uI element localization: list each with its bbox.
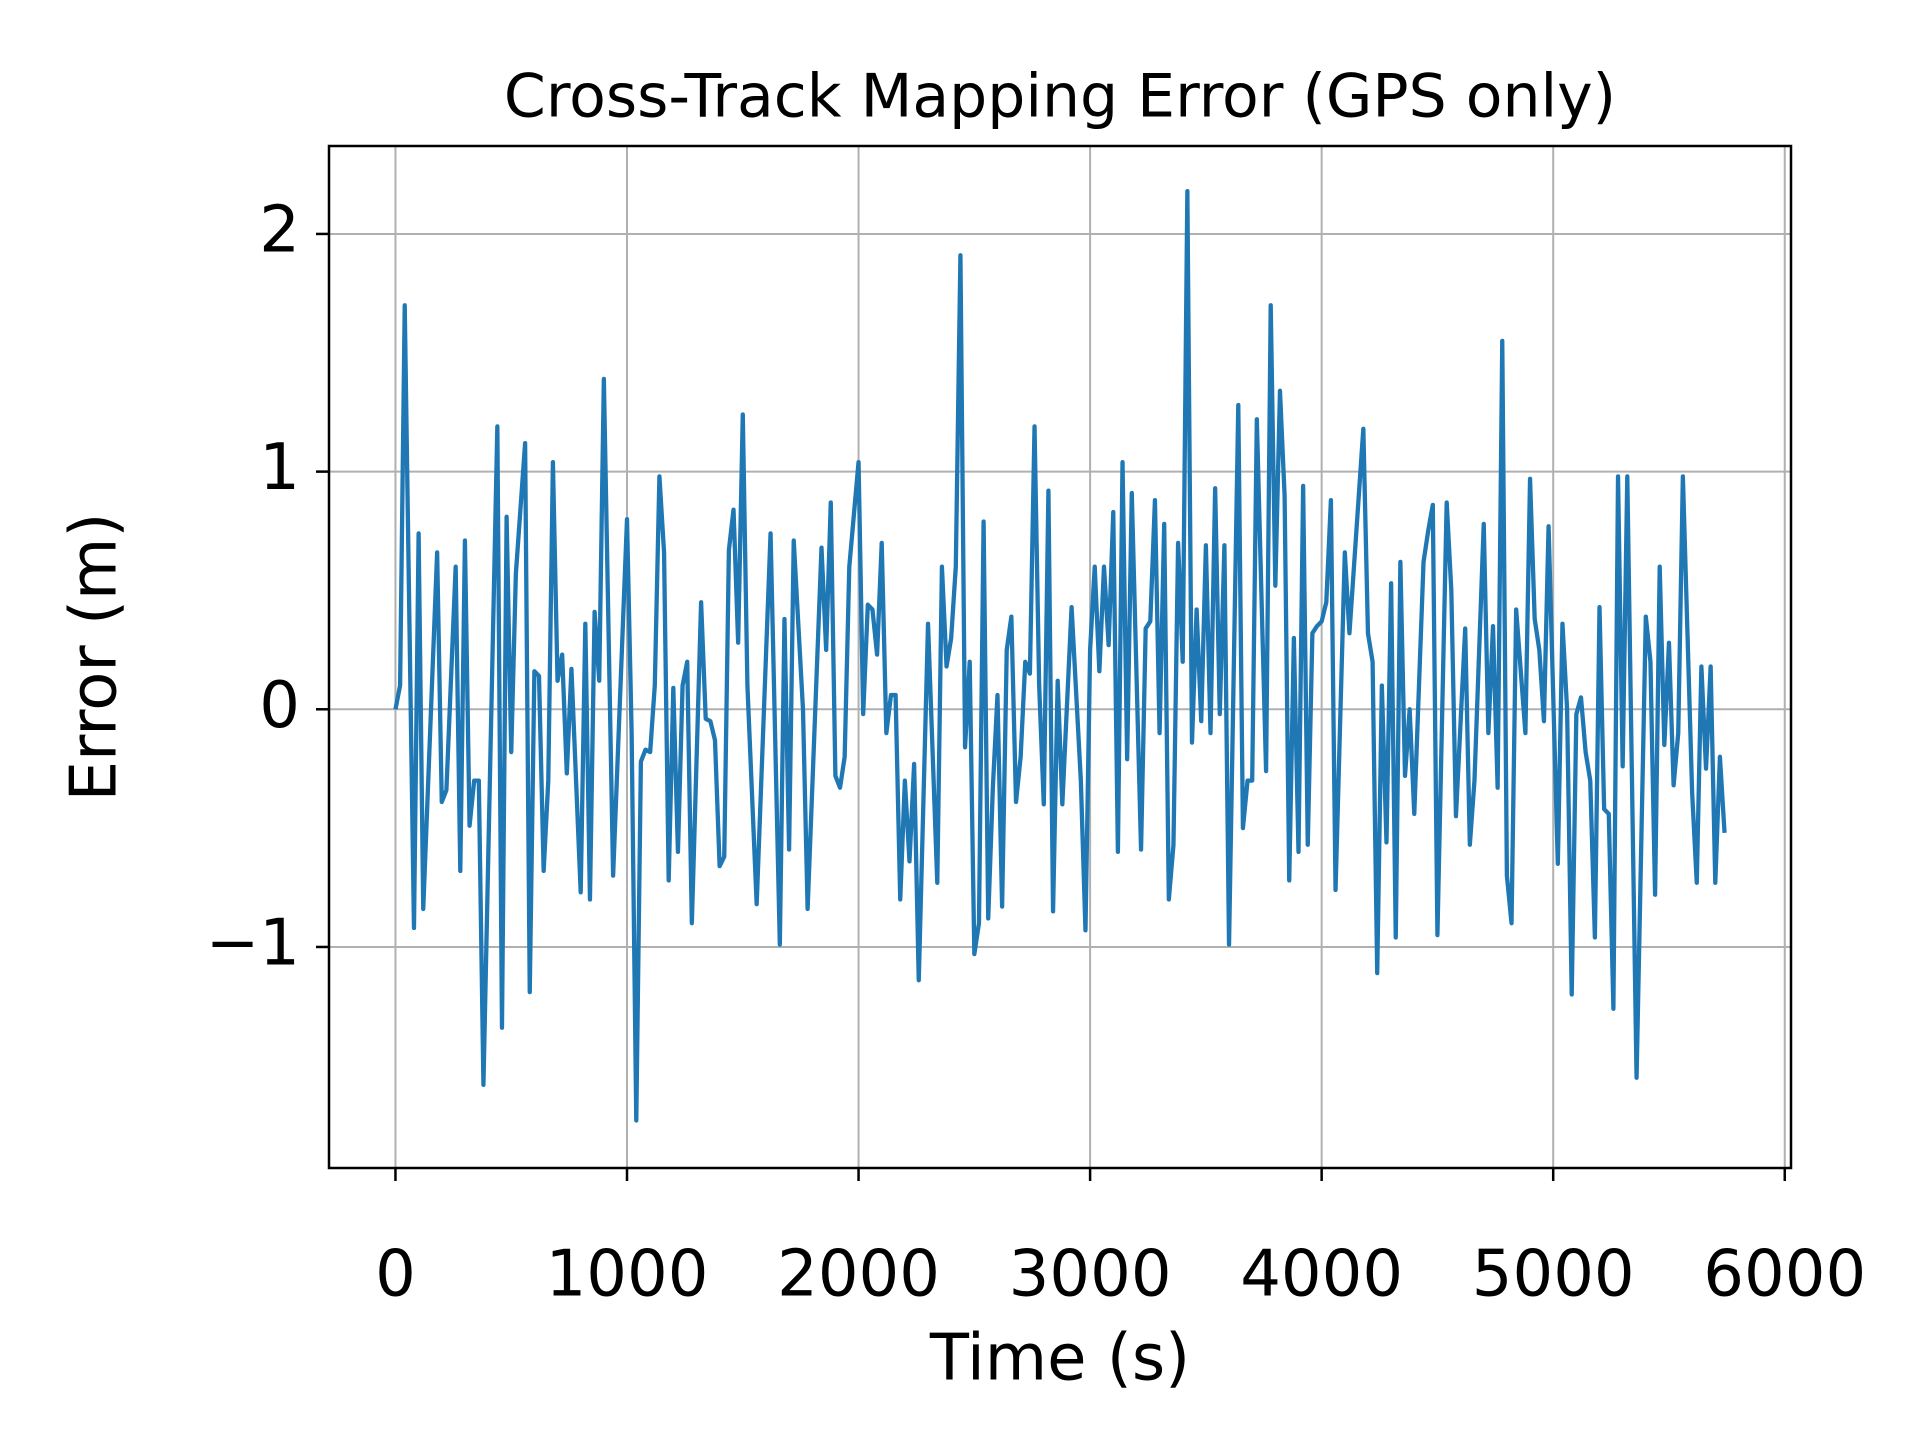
- y-axis-label: Error (m): [58, 513, 132, 802]
- plot-frame: [327, 144, 1793, 1170]
- x-tick-label: 0: [375, 1238, 416, 1312]
- x-tick-label: 2000: [777, 1238, 940, 1312]
- y-tick-label: 1: [259, 431, 300, 505]
- data-line: [393, 189, 1727, 1123]
- y-tick-label: 0: [259, 669, 300, 743]
- y-tick-label: −1: [206, 907, 300, 981]
- x-tick-label: 5000: [1472, 1238, 1635, 1312]
- x-tick-label: 3000: [1009, 1238, 1172, 1312]
- x-tick-label: 1000: [546, 1238, 709, 1312]
- x-axis-label: Time (s): [929, 1322, 1190, 1396]
- y-tick-label: 2: [259, 194, 300, 268]
- x-tick-label: 4000: [1240, 1238, 1403, 1312]
- chart-title: Cross-Track Mapping Error (GPS only): [504, 62, 1616, 132]
- x-tick-label: 6000: [1703, 1238, 1866, 1312]
